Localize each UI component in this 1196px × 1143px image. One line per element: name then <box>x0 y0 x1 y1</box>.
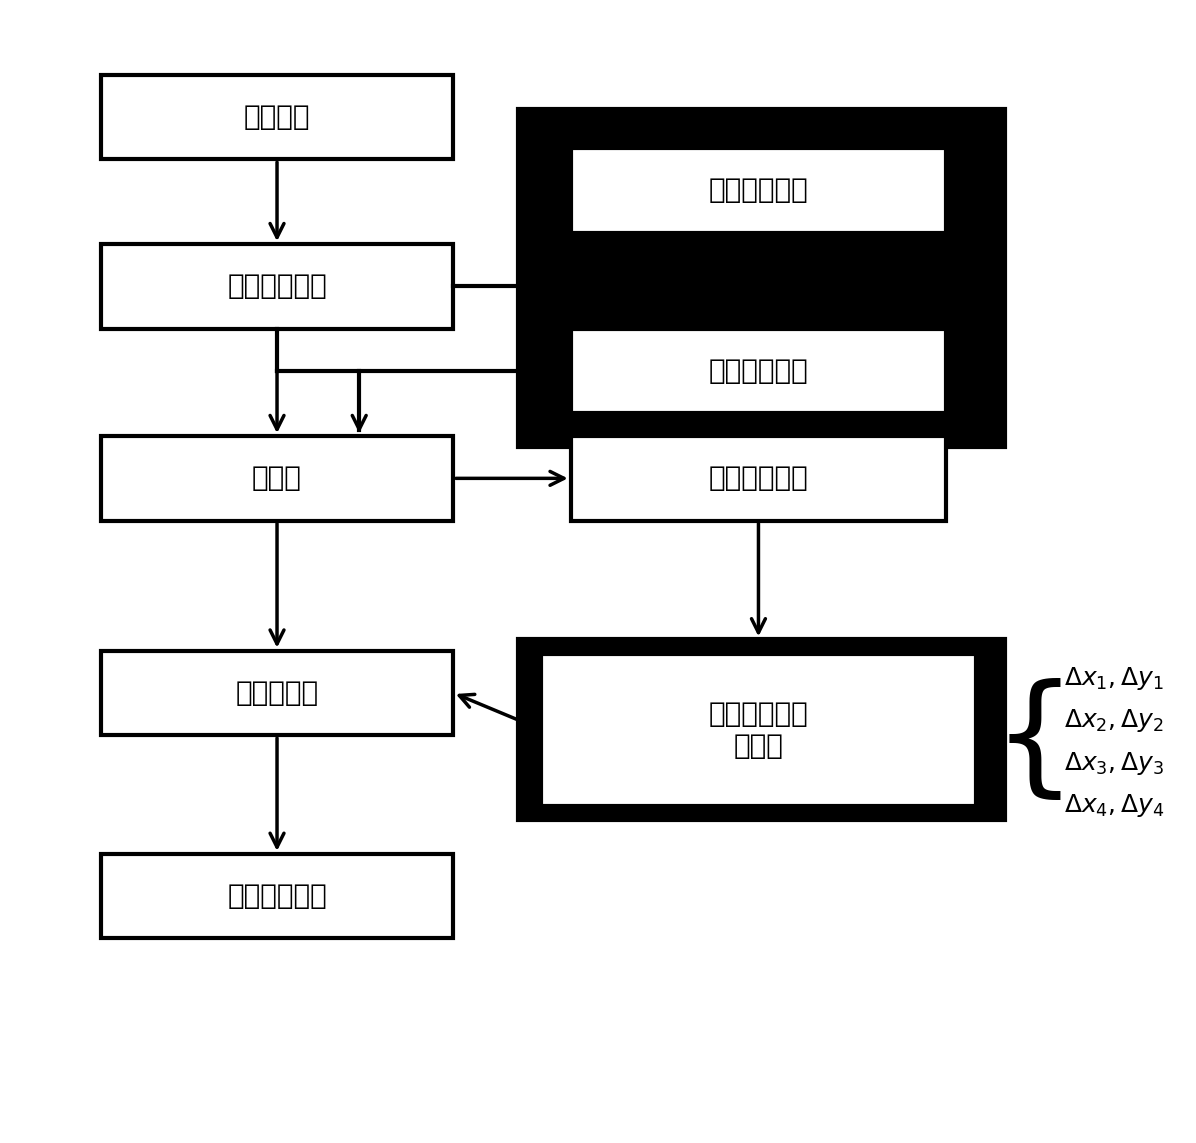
Text: 特征图: 特征图 <box>252 464 301 493</box>
Text: 尺度因子计算: 尺度因子计算 <box>708 357 808 385</box>
Bar <box>100 435 453 521</box>
Bar <box>100 650 453 735</box>
Bar <box>570 329 946 414</box>
Text: $\Delta x_4,\Delta y_4$: $\Delta x_4,\Delta y_4$ <box>1063 792 1165 818</box>
Bar <box>100 245 453 329</box>
Text: 特征提取网络: 特征提取网络 <box>227 272 327 301</box>
Text: 边界重优化: 边界重优化 <box>236 679 318 706</box>
Text: 区域提名网络: 区域提名网络 <box>708 464 808 493</box>
Bar <box>518 109 1005 447</box>
Text: $\Delta x_3,\Delta y_3$: $\Delta x_3,\Delta y_3$ <box>1063 750 1164 777</box>
Text: 四边形顶点位
置补偿: 四边形顶点位 置补偿 <box>708 700 808 760</box>
Bar <box>570 435 946 521</box>
Bar <box>570 149 946 233</box>
Bar <box>542 654 976 806</box>
Bar <box>100 74 453 159</box>
Text: 抓取检测结果: 抓取检测结果 <box>227 882 327 910</box>
Text: $\Delta x_1,\Delta y_1$: $\Delta x_1,\Delta y_1$ <box>1063 665 1164 693</box>
Bar <box>518 639 1005 820</box>
Text: {: { <box>993 679 1076 806</box>
Text: 采集图像: 采集图像 <box>244 103 310 131</box>
Text: 位置坐标预测: 位置坐标预测 <box>708 176 808 205</box>
Text: $\Delta x_2,\Delta y_2$: $\Delta x_2,\Delta y_2$ <box>1063 708 1164 734</box>
Bar <box>100 854 453 938</box>
